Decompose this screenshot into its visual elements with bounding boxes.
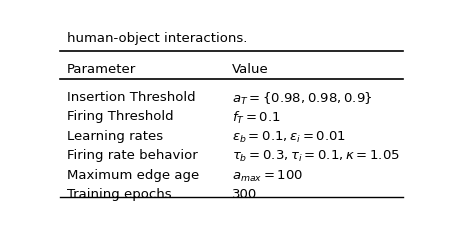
Text: $\epsilon_b = 0.1, \epsilon_i = 0.01$: $\epsilon_b = 0.1, \epsilon_i = 0.01$ xyxy=(231,129,345,144)
Text: Maximum edge age: Maximum edge age xyxy=(67,168,199,181)
Text: Insertion Threshold: Insertion Threshold xyxy=(67,90,195,103)
Text: Firing Threshold: Firing Threshold xyxy=(67,110,173,123)
Text: Value: Value xyxy=(231,63,268,75)
Text: Parameter: Parameter xyxy=(67,63,136,75)
Text: $\tau_b = 0.3, \tau_i = 0.1, \kappa = 1.05$: $\tau_b = 0.3, \tau_i = 0.1, \kappa = 1.… xyxy=(231,148,399,164)
Text: $a_T = \{0.98, 0.98, 0.9\}$: $a_T = \{0.98, 0.98, 0.9\}$ xyxy=(231,90,372,106)
Text: Training epochs: Training epochs xyxy=(67,187,171,200)
Text: human-object interactions.: human-object interactions. xyxy=(67,32,247,45)
Text: Firing rate behavior: Firing rate behavior xyxy=(67,148,198,161)
Text: $a_{max} = 100$: $a_{max} = 100$ xyxy=(231,168,302,183)
Text: $f_T = 0.1$: $f_T = 0.1$ xyxy=(231,110,280,126)
Text: 300: 300 xyxy=(231,187,256,200)
Text: Learning rates: Learning rates xyxy=(67,129,163,142)
